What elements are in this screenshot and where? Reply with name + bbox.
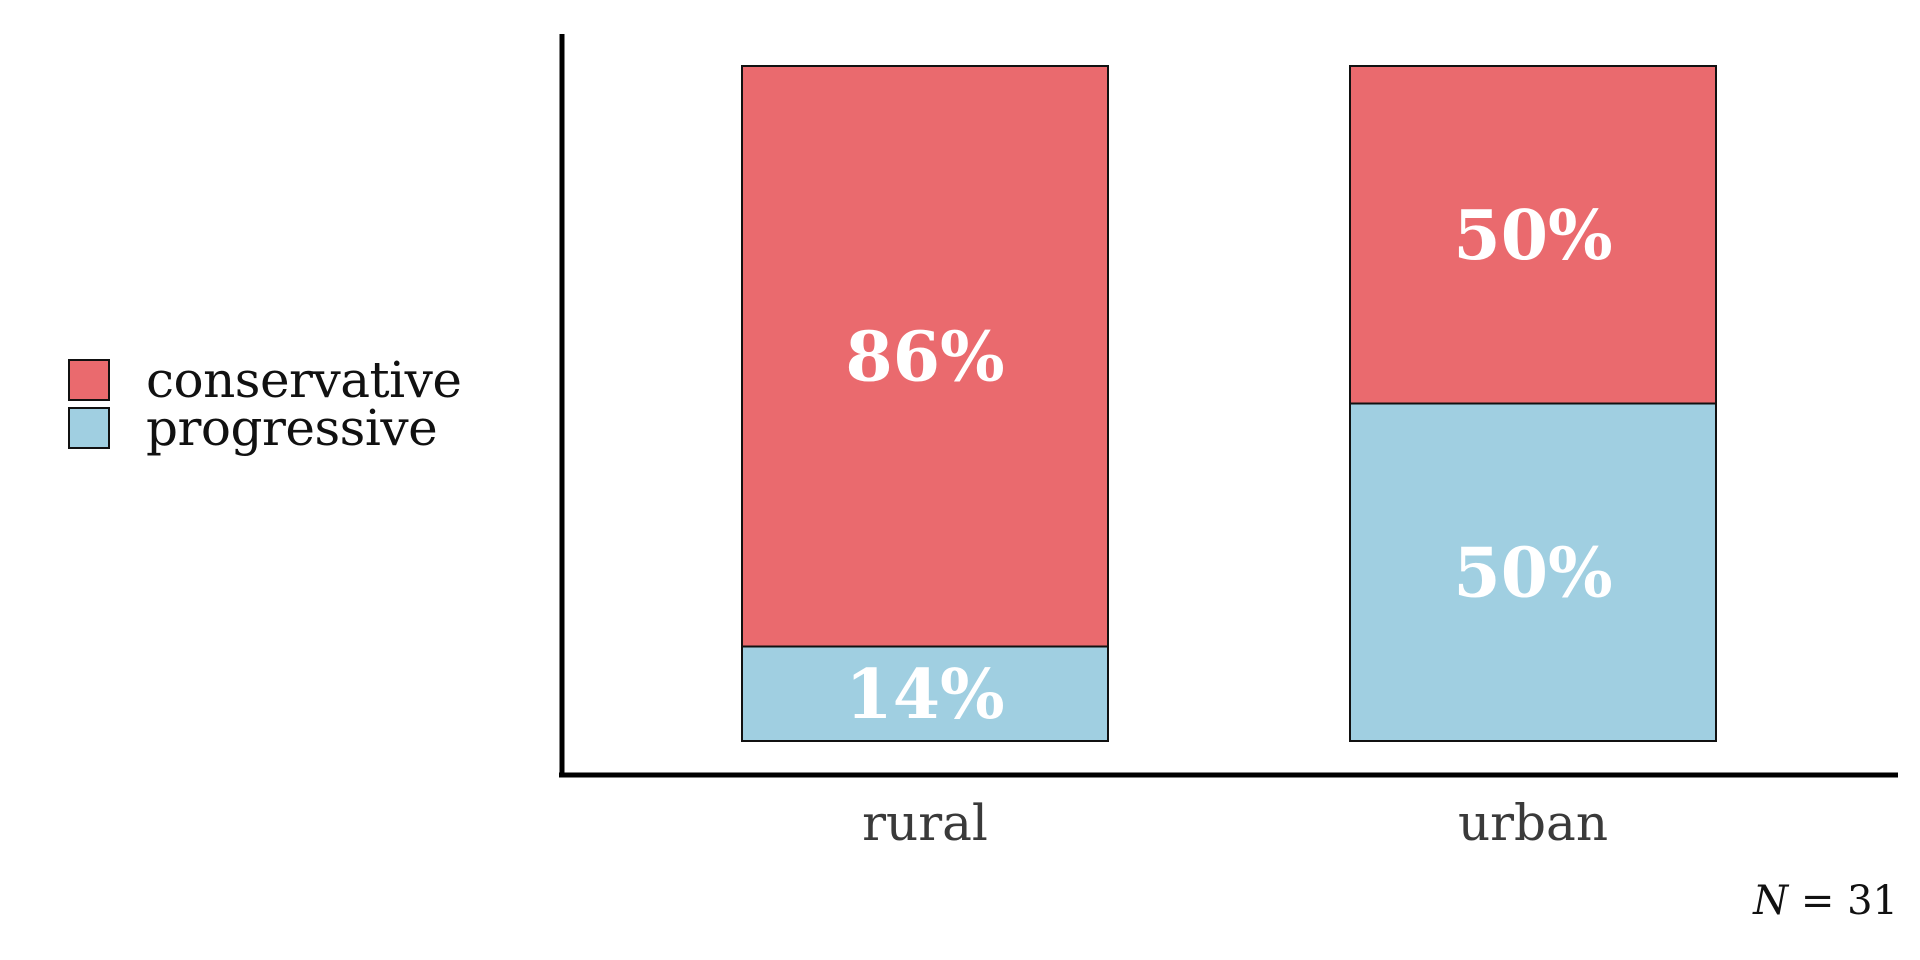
x-tick-label-urban: urban [1458,794,1608,852]
bar-rural-conservative [741,65,1109,648]
legend: conservative progressive [68,351,462,457]
sample-size-note: N = 31 [1753,878,1898,924]
legend-label-progressive: progressive [146,399,438,457]
x-tick-label-rural: rural [862,794,988,852]
legend-item-conservative: conservative [68,351,462,409]
value-label-urban-progressive: 50% [1453,533,1612,613]
bar-urban-conservative [1349,65,1717,405]
bars-group [741,65,1717,742]
sample-size-equals: = [1788,878,1848,924]
value-labels-group: 14% 86% 50% 50% [845,196,1612,735]
x-tick-labels-group: rural urban [862,794,1608,852]
sample-size-value: 31 [1847,878,1898,924]
sample-size-symbol: N [1753,878,1789,924]
legend-swatch-progressive [68,407,110,449]
legend-label-conservative: conservative [146,351,462,409]
value-label-urban-conservative: 50% [1453,196,1612,276]
legend-swatch-conservative [68,359,110,401]
value-label-rural-conservative: 86% [845,317,1004,397]
bar-rural-progressive [741,645,1109,742]
value-label-rural-progressive: 14% [845,655,1004,735]
legend-item-progressive: progressive [68,399,461,457]
bar-urban-progressive [1349,402,1717,742]
